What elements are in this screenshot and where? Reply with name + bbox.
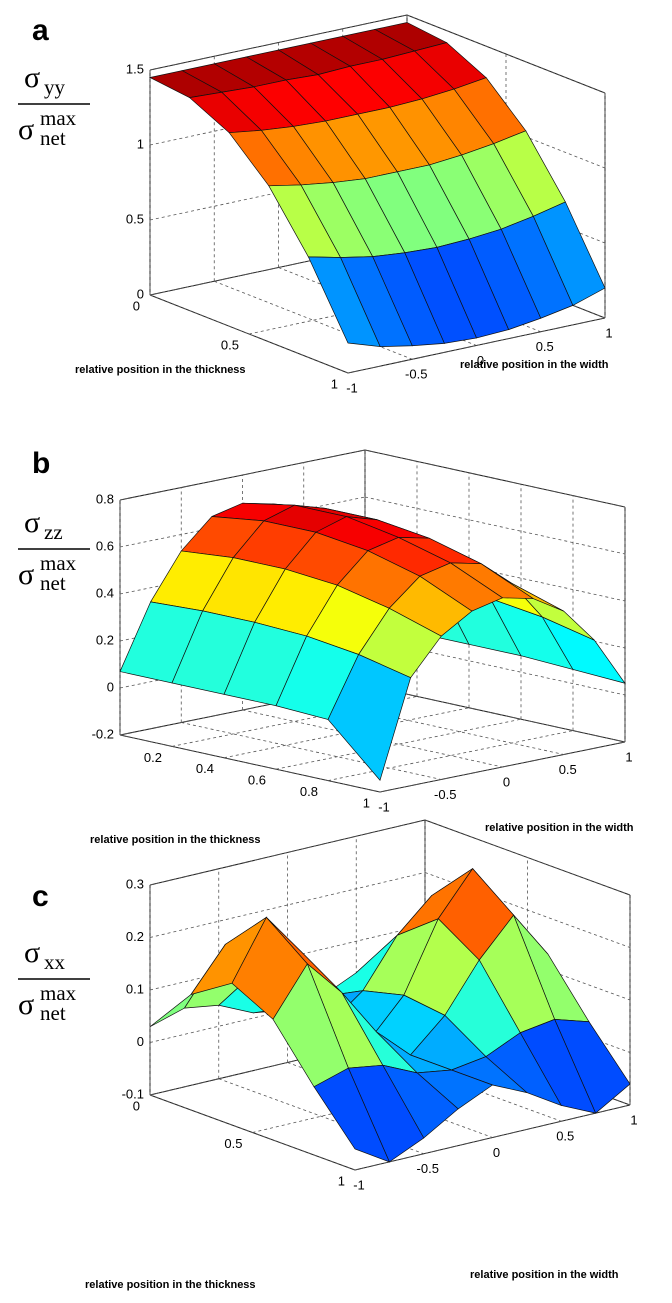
x-axis-label: relative position in the thickness — [75, 364, 246, 376]
x-tick-label: 1 — [331, 376, 338, 391]
y-tick-label: 0 — [493, 1145, 500, 1160]
y-tick-label: 0.5 — [536, 339, 554, 354]
z-label-subscript: net — [40, 571, 66, 595]
surface-patch — [307, 256, 381, 348]
z-label-subscript: xx — [44, 950, 66, 974]
z-tick-label: 0 — [137, 1034, 144, 1049]
x-tick-label: 0 — [133, 1098, 140, 1113]
grid-line — [119, 734, 381, 793]
grid-line — [347, 317, 606, 374]
z-tick-label: 0.5 — [126, 211, 144, 226]
y-tick-label: 1 — [630, 1112, 637, 1127]
x-tick-label: 0.5 — [221, 337, 239, 352]
y-tick-label: 0.5 — [559, 762, 577, 777]
grid-line — [248, 278, 507, 335]
y-tick-label: -0.5 — [417, 1161, 439, 1176]
z-tick-label: 0.2 — [96, 632, 114, 647]
z-tick-label: 0.1 — [126, 981, 144, 996]
grid-line — [364, 449, 626, 508]
z-label-symbol: σ — [18, 113, 34, 146]
y-tick-label: 0 — [477, 353, 484, 368]
z-tick-label: 0.6 — [96, 538, 114, 553]
x-tick-label: 0.4 — [196, 761, 214, 776]
grid-line — [149, 819, 426, 886]
y-tick-label: 0.5 — [556, 1129, 574, 1144]
x-tick-label: 0.8 — [300, 784, 318, 799]
y-axis-label: relative position in the width — [460, 359, 609, 371]
z-label-superscript: max — [40, 106, 77, 130]
grid-line — [354, 1104, 631, 1171]
grid-line — [275, 718, 522, 770]
grid-line — [149, 164, 408, 221]
z-label-subscript: net — [40, 126, 66, 150]
x-tick-label: 1 — [363, 795, 370, 810]
y-tick-label: -1 — [378, 799, 390, 814]
z-label-symbol: σ — [18, 988, 34, 1021]
z-label-subscript: net — [40, 1001, 66, 1025]
z-tick-label: 0.4 — [96, 585, 114, 600]
x-tick-label: 0.6 — [248, 773, 266, 788]
z-label-superscript: max — [40, 981, 77, 1005]
x-tick-label: 1 — [338, 1173, 345, 1188]
y-tick-label: 1 — [625, 749, 632, 764]
y-tick-label: -1 — [353, 1177, 365, 1192]
z-label-symbol: σ — [24, 506, 40, 539]
y-tick-label: -1 — [346, 380, 358, 395]
z-tick-label: 0.3 — [126, 876, 144, 891]
grid-line — [149, 239, 408, 296]
y-tick-label: -0.5 — [405, 367, 427, 382]
z-tick-label: 0 — [107, 679, 114, 694]
grid-line — [364, 684, 626, 743]
z-tick-label: 0 — [137, 286, 144, 301]
panel-label: a — [32, 14, 49, 47]
grid-line — [149, 14, 408, 71]
grid-line — [149, 872, 426, 938]
y-tick-label: -0.5 — [434, 787, 456, 802]
surface-patch — [327, 654, 412, 781]
z-label-subscript: yy — [44, 75, 66, 99]
panel-label: c — [32, 880, 49, 913]
y-tick-label: 0 — [503, 774, 510, 789]
z-tick-label: -0.2 — [92, 726, 114, 741]
z-label-symbol: σ — [18, 558, 34, 591]
x-tick-label: 0.2 — [144, 750, 162, 765]
z-tick-label: 0.8 — [96, 491, 114, 506]
x-axis-label: relative position in the thickness — [90, 834, 261, 846]
z-label-subscript: zz — [44, 520, 63, 544]
x-axis-label: relative position in the thickness — [85, 1279, 256, 1291]
z-label-symbol: σ — [24, 61, 40, 94]
y-axis-label: relative position in the width — [470, 1269, 619, 1281]
y-axis-label: relative position in the width — [485, 822, 634, 834]
y-tick-label: 1 — [605, 325, 612, 340]
panel-label: b — [32, 447, 50, 480]
z-tick-label: 1 — [137, 136, 144, 151]
grid-line — [149, 89, 408, 146]
z-label-symbol: σ — [24, 936, 40, 969]
z-tick-label: -0.1 — [122, 1086, 144, 1101]
grid-line — [181, 722, 442, 780]
grid-line — [424, 819, 631, 896]
z-label-superscript: max — [40, 551, 77, 575]
surface-patch — [313, 1067, 391, 1163]
x-tick-label: 0 — [133, 298, 140, 313]
z-tick-label: 1.5 — [126, 61, 144, 76]
grid-line — [364, 496, 626, 555]
x-tick-label: 0.5 — [224, 1136, 242, 1151]
z-tick-label: 0.2 — [126, 929, 144, 944]
grid-line — [149, 924, 426, 991]
